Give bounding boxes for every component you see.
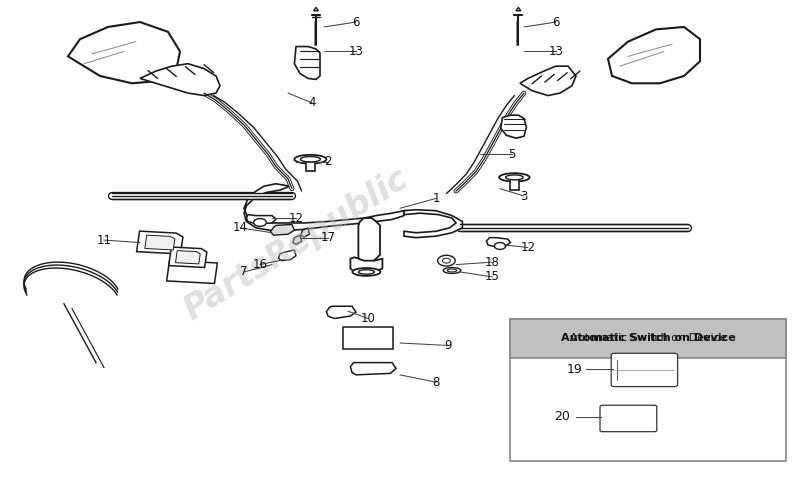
FancyBboxPatch shape — [510, 318, 786, 358]
FancyBboxPatch shape — [611, 353, 678, 387]
Ellipse shape — [358, 270, 374, 274]
Circle shape — [438, 255, 455, 266]
Text: 2: 2 — [324, 155, 332, 168]
Text: 13: 13 — [349, 45, 363, 58]
Polygon shape — [278, 250, 296, 261]
Polygon shape — [326, 306, 356, 318]
Text: 6: 6 — [352, 16, 360, 28]
Polygon shape — [520, 66, 576, 96]
Circle shape — [442, 258, 450, 263]
Polygon shape — [314, 7, 318, 11]
Polygon shape — [301, 228, 310, 237]
Polygon shape — [486, 238, 510, 247]
Polygon shape — [145, 235, 175, 250]
Polygon shape — [608, 27, 700, 83]
Text: 12: 12 — [521, 241, 535, 254]
FancyBboxPatch shape — [600, 405, 657, 432]
Text: 12: 12 — [289, 212, 303, 224]
Text: 5: 5 — [508, 148, 516, 161]
Text: Automatic Switch on Device: Automatic Switch on Device — [570, 333, 726, 343]
Text: 15: 15 — [485, 270, 499, 283]
Text: 10: 10 — [361, 312, 375, 325]
Text: 17: 17 — [321, 231, 335, 244]
Ellipse shape — [353, 268, 381, 276]
Text: Automatic Switch on Device: Automatic Switch on Device — [561, 333, 736, 343]
Polygon shape — [404, 210, 462, 238]
Ellipse shape — [499, 173, 530, 181]
Text: 11: 11 — [97, 234, 111, 246]
Text: 1: 1 — [432, 192, 440, 205]
Text: 18: 18 — [485, 256, 499, 269]
Text: 4: 4 — [308, 97, 316, 109]
FancyBboxPatch shape — [510, 318, 786, 461]
Ellipse shape — [294, 155, 326, 164]
Polygon shape — [510, 179, 519, 190]
Text: 14: 14 — [233, 221, 247, 234]
Text: PartsRepublic: PartsRepublic — [178, 163, 414, 327]
Polygon shape — [68, 22, 180, 83]
Text: 7: 7 — [240, 266, 248, 278]
Polygon shape — [270, 224, 294, 235]
Polygon shape — [140, 64, 220, 96]
Text: 20: 20 — [554, 410, 570, 423]
Polygon shape — [501, 115, 526, 138]
Polygon shape — [244, 184, 404, 231]
Polygon shape — [516, 7, 521, 11]
Polygon shape — [293, 235, 302, 245]
Polygon shape — [246, 215, 276, 224]
Polygon shape — [175, 250, 200, 264]
Text: 19: 19 — [566, 364, 582, 376]
Polygon shape — [166, 260, 218, 284]
Polygon shape — [350, 363, 396, 375]
Ellipse shape — [506, 175, 523, 180]
Circle shape — [494, 243, 506, 249]
Circle shape — [254, 219, 266, 226]
Ellipse shape — [301, 157, 321, 162]
Text: 9: 9 — [444, 339, 452, 352]
Polygon shape — [169, 247, 207, 268]
Ellipse shape — [447, 269, 457, 272]
Polygon shape — [306, 161, 315, 171]
Polygon shape — [137, 231, 183, 254]
Polygon shape — [343, 327, 393, 349]
Text: 3: 3 — [520, 190, 528, 202]
Text: 6: 6 — [552, 16, 560, 28]
Polygon shape — [294, 47, 320, 79]
Text: 13: 13 — [549, 45, 563, 58]
Ellipse shape — [443, 268, 461, 273]
Polygon shape — [358, 218, 380, 264]
Polygon shape — [350, 257, 382, 273]
Text: Automatic Switch on Device: Automatic Switch on Device — [561, 333, 736, 343]
Text: 8: 8 — [432, 376, 440, 389]
Text: 16: 16 — [253, 258, 267, 271]
